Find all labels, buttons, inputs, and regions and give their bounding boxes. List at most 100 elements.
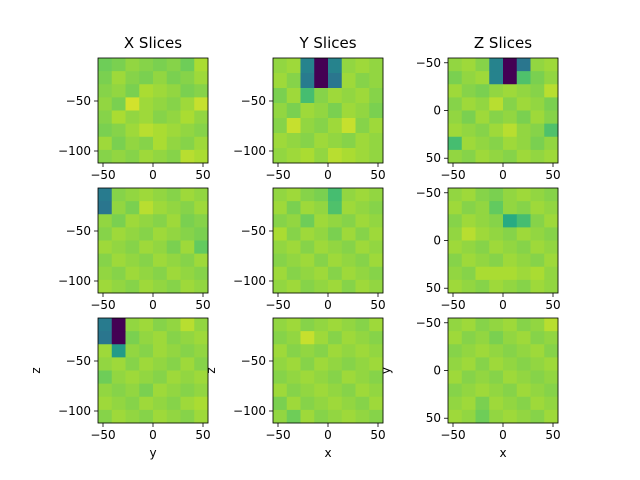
- heatmap-cell: [475, 357, 490, 371]
- heatmap-cell: [273, 148, 288, 164]
- heatmap-cell: [544, 383, 559, 398]
- heatmap-cell: [544, 123, 559, 138]
- y-tick-label: 50: [426, 281, 441, 295]
- heatmap-cell: [448, 84, 463, 98]
- heatmap-cell: [369, 73, 384, 89]
- heatmap-cell: [180, 240, 195, 255]
- heatmap-cell: [341, 409, 356, 424]
- heatmap-cell: [111, 84, 126, 98]
- heatmap-cell: [461, 383, 476, 398]
- heatmap-cell: [448, 357, 463, 371]
- heatmap-cell: [111, 383, 126, 398]
- heatmap-cell: [475, 188, 490, 202]
- heatmap-cell: [544, 110, 559, 125]
- x-tick-label: 50: [370, 298, 385, 312]
- heatmap-cell: [194, 188, 209, 202]
- heatmap-cell: [475, 110, 490, 125]
- panel-r3-c1: −50 0 50 −50 −100 y z: [29, 317, 211, 460]
- heatmap-cell: [125, 227, 140, 241]
- heatmap-cell: [489, 240, 504, 255]
- heatmap-cell: [369, 103, 384, 119]
- heatmap-cell: [341, 118, 356, 134]
- heatmap-cell: [369, 227, 384, 241]
- heatmap-cell: [489, 383, 504, 398]
- heatmap-cell: [544, 266, 559, 281]
- heatmap-cell: [139, 331, 154, 345]
- heatmap-cell: [300, 370, 315, 385]
- heatmap-cell: [530, 84, 545, 98]
- heatmap-cell: [273, 344, 288, 358]
- y-tick-label: 50: [426, 411, 441, 425]
- heatmap-cell: [180, 123, 195, 138]
- heatmap-cell: [544, 409, 559, 424]
- heatmap-cell: [328, 58, 343, 74]
- heatmap-cell: [314, 266, 329, 281]
- heatmap-cell: [111, 344, 126, 358]
- heatmap-cell: [461, 253, 476, 268]
- heatmap-cell: [125, 201, 140, 215]
- heatmap-cell: [448, 188, 463, 202]
- heatmap-cell: [153, 97, 168, 111]
- heatmap-cell: [273, 133, 288, 149]
- heatmap-cell: [475, 383, 490, 398]
- heatmap-cell: [328, 214, 343, 228]
- heatmap-cell: [98, 201, 113, 215]
- heatmap-cell: [530, 396, 545, 411]
- heatmap-cell: [139, 188, 154, 202]
- heatmap-cell: [341, 103, 356, 119]
- heatmap-cell: [461, 201, 476, 215]
- heatmap-cell: [300, 279, 315, 294]
- heatmap-cell: [314, 279, 329, 294]
- heatmap-cell: [489, 123, 504, 138]
- heatmap-cell: [153, 214, 168, 228]
- heatmap-cell: [530, 71, 545, 85]
- heatmap-cell: [461, 84, 476, 98]
- heatmap-cell: [530, 110, 545, 125]
- heatmap-cell: [98, 370, 113, 385]
- heatmap-cell: [516, 383, 531, 398]
- y-tick-label: 50: [426, 151, 441, 165]
- heatmap-cell: [125, 149, 140, 164]
- heatmap-cell: [369, 148, 384, 164]
- heatmap-cell: [98, 331, 113, 345]
- heatmap-cell: [448, 344, 463, 358]
- heatmap-cell: [125, 357, 140, 371]
- heatmap-cell: [341, 279, 356, 294]
- heatmap-cell: [111, 123, 126, 138]
- heatmap-cell: [153, 279, 168, 294]
- heatmap-cell: [503, 123, 518, 138]
- heatmap-cell: [273, 118, 288, 134]
- heatmap-cell: [180, 253, 195, 268]
- heatmap-cell: [369, 318, 384, 332]
- heatmap-cell: [516, 97, 531, 111]
- heatmap-cell: [139, 396, 154, 411]
- heatmap-cell: [139, 383, 154, 398]
- heatmap-cell: [180, 357, 195, 371]
- heatmap-cell: [194, 227, 209, 241]
- heatmap-cell: [314, 103, 329, 119]
- heatmap-cell: [286, 409, 301, 424]
- heatmap-cell: [489, 136, 504, 151]
- heatmap-cell: [314, 318, 329, 332]
- heatmap-cell: [328, 133, 343, 149]
- heatmap-cell: [98, 123, 113, 138]
- heatmap-cell: [273, 227, 288, 241]
- heatmap-cell: [544, 370, 559, 385]
- heatmap-cell: [448, 370, 463, 385]
- heatmap-cell: [273, 103, 288, 119]
- heatmap-cell: [461, 331, 476, 345]
- heatmap-cell: [125, 344, 140, 358]
- y-tick-label: −50: [416, 56, 441, 70]
- heatmap-cell: [475, 370, 490, 385]
- heatmap-cell: [489, 331, 504, 345]
- y-axis-label: z: [29, 367, 43, 373]
- heatmap-cell: [475, 279, 490, 294]
- heatmap-cell: [341, 133, 356, 149]
- heatmap-cell: [544, 396, 559, 411]
- heatmap-cell: [98, 71, 113, 85]
- heatmap-cell: [300, 331, 315, 345]
- heatmap-cell: [355, 214, 370, 228]
- heatmap-cell: [111, 149, 126, 164]
- x-tick-label: −50: [265, 428, 290, 442]
- heatmap-cell: [180, 266, 195, 281]
